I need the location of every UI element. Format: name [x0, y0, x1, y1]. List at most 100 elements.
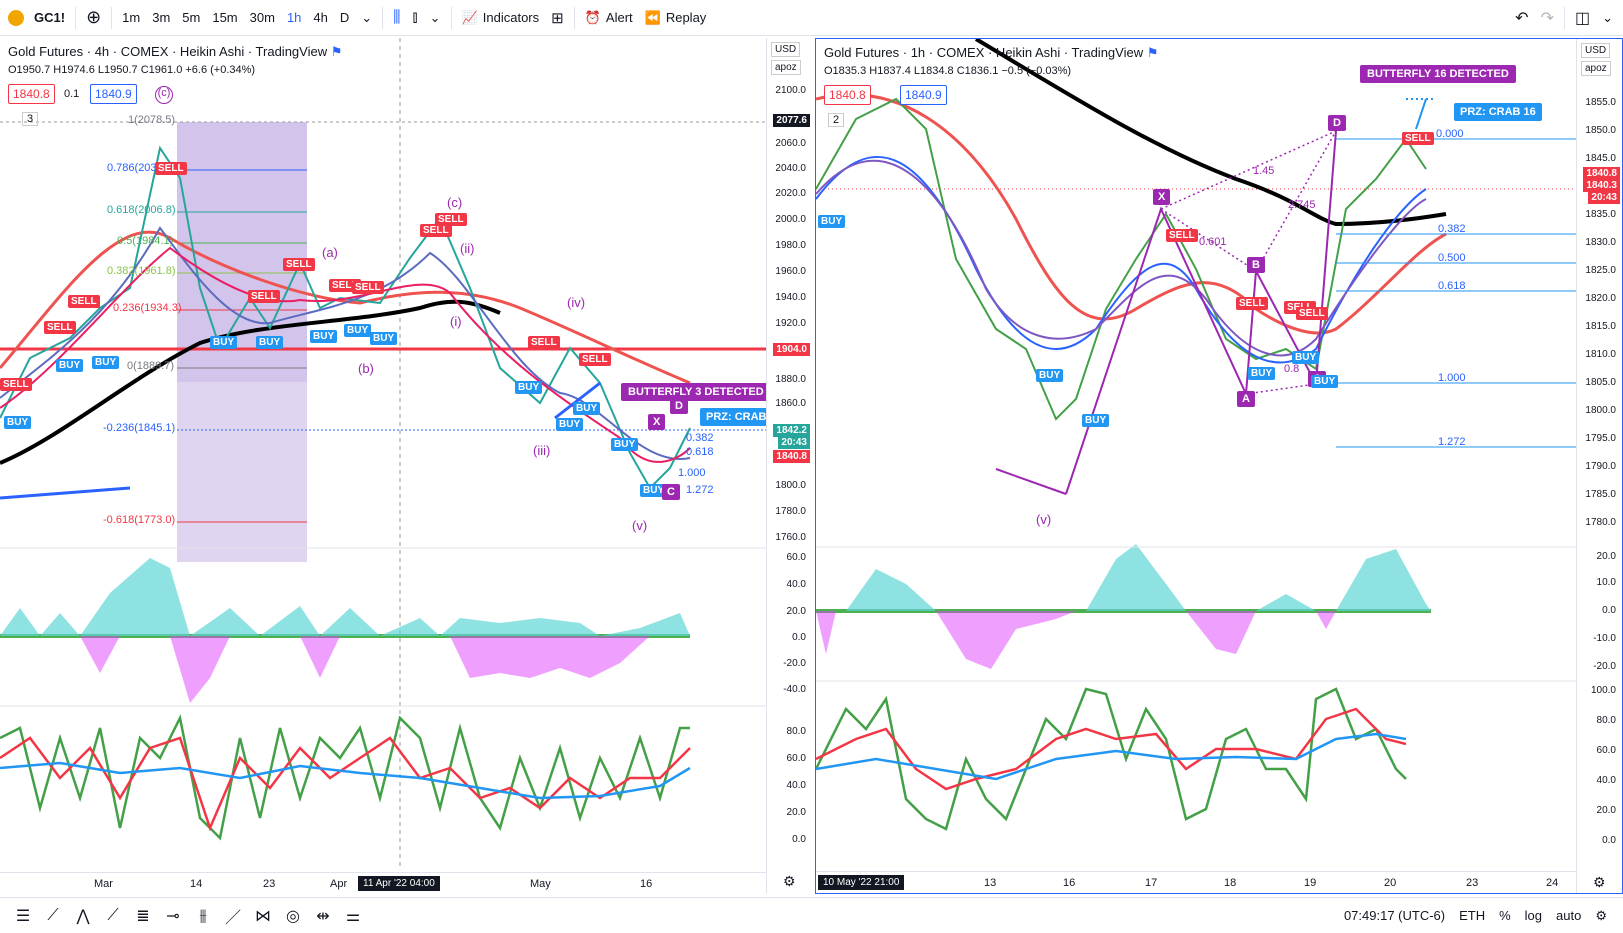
osc2-tick: 80.0	[1596, 715, 1616, 726]
right-price-axis[interactable]: USD apoz 1855.0 1850.0 1845.0 1835.0 183…	[1576, 39, 1622, 893]
sliders-icon[interactable]: ⚌	[345, 907, 361, 925]
second-price-tag: 1840.3	[1583, 179, 1620, 192]
replay-button[interactable]: ⏪ Replay	[639, 5, 713, 31]
left-chart-canvas[interactable]	[0, 38, 766, 872]
price-tick: 1785.0	[1585, 489, 1616, 500]
left-chart-panel[interactable]: Gold Futures · 4h · COMEX · Heikin Ashi …	[0, 38, 812, 894]
right-layers-count[interactable]: 2	[828, 113, 845, 127]
pattern-detected-badge[interactable]: BUTTERFLY 16 DETECTED	[1360, 65, 1516, 83]
small-fib-label: 1.272	[686, 484, 714, 496]
buy-signal: BUY	[1311, 375, 1339, 388]
divider	[450, 6, 452, 29]
settings-gear-icon[interactable]: ⚙	[1595, 907, 1607, 923]
sell-signal: SELL	[68, 295, 100, 308]
timeframe-1h[interactable]: 1h	[286, 10, 302, 25]
timeframe-15m[interactable]: 15m	[212, 10, 238, 25]
price-tick: 1850.0	[1585, 125, 1616, 136]
alert-button[interactable]: ⏰ Alert	[579, 5, 639, 31]
candle-style-icon[interactable]: ⫾	[412, 8, 418, 26]
compare-plus-icon[interactable]: ⊕	[86, 7, 102, 27]
currency-selector[interactable]: USD	[1581, 43, 1611, 58]
harmonic-pattern-left-leg	[995, 468, 1067, 495]
symbol-search-button[interactable]: GC1!	[34, 10, 66, 25]
templates-grid-icon[interactable]: ⊞	[551, 9, 564, 27]
drawing-toolbar: ☰ ⟋ ⋀ ⟋ ≣ ⊸ ⫵ ／ ⋈ ◎ ⇹ ⚌ 07:49:17 (UTC-6)…	[0, 897, 1623, 933]
time-tick: 20	[1384, 877, 1397, 889]
left-ohlc: O1950.7 H1974.6 L1950.7 C1961.0 +6.6 (+0…	[8, 64, 256, 76]
prz-badge[interactable]: PRZ: CRAB 3	[700, 408, 782, 426]
timeframe-5m[interactable]: 5m	[182, 10, 201, 25]
trend-angle-icon[interactable]: ⟋	[107, 906, 119, 924]
left-bid-box[interactable]: 1840.8	[8, 84, 55, 104]
trend-line-icon[interactable]: ／	[224, 909, 241, 927]
fib-channel-icon[interactable]: ≣	[136, 907, 150, 925]
elliott-wave-icon[interactable]: ⋀	[76, 907, 90, 925]
layout-icon[interactable]: ◫	[1574, 9, 1591, 27]
scale-mode-selector[interactable]: apoz	[1581, 61, 1611, 76]
right-bid-box[interactable]: 1840.8	[824, 85, 871, 105]
redo-icon[interactable]: ↷	[1540, 9, 1554, 27]
sell-signal: SELL	[1402, 132, 1434, 145]
pattern-detected-badge[interactable]: BUTTERFLY 3 DETECTED	[621, 383, 771, 401]
chart-settings-gear-icon[interactable]: ⚙	[1593, 874, 1606, 890]
timeframe-4h[interactable]: 4h	[313, 10, 328, 25]
time-tick: 16	[640, 878, 653, 890]
wave-label: (b)	[358, 361, 374, 376]
right-time-axis[interactable]: 13 16 17 18 19 20 23 24 10 May '22 21:00	[816, 871, 1576, 893]
chart-type-dropdown-icon[interactable]: ⌄	[429, 9, 441, 25]
time-tick: 16	[1063, 877, 1076, 889]
chart-settings-gear-icon[interactable]: ⚙	[783, 873, 796, 889]
osc1-tick: -10.0	[1593, 633, 1616, 644]
timeframe-30m[interactable]: 30m	[249, 10, 275, 25]
timeframe-1m[interactable]: 1m	[122, 10, 141, 25]
timeframe-d[interactable]: D	[339, 10, 350, 25]
price-tick: 1940.0	[775, 292, 806, 303]
right-ask-box[interactable]: 1840.9	[900, 85, 947, 105]
log-toggle[interactable]: log	[1524, 908, 1543, 923]
osc1-positive-histogram	[0, 558, 690, 636]
buy-signal: BUY	[344, 324, 372, 337]
horizontal-ray-icon[interactable]: ⊸	[166, 907, 180, 925]
timeframe-3m[interactable]: 3m	[152, 10, 171, 25]
bid-price-tag: 1840.8	[773, 450, 810, 463]
left-ask-box[interactable]: 1840.9	[90, 84, 137, 104]
price-tick: 1780.0	[1585, 517, 1616, 528]
osc1-tick: -20.0	[1593, 661, 1616, 672]
black-moving-average	[0, 299, 501, 465]
price-tick: 1860.0	[775, 398, 806, 409]
undo-icon[interactable]: ↶	[1515, 9, 1529, 27]
status-area: 07:49:17 (UTC-6) ETH % log auto ⚙	[1344, 908, 1623, 924]
abcd-pattern-icon[interactable]: ⟋	[47, 906, 59, 924]
bar-style-icon[interactable]: ⫼	[393, 8, 401, 26]
osc2-tick: 0.0	[792, 834, 806, 845]
left-time-axis[interactable]: Mar 14 23 Apr May 16 11 Apr '22 04:00	[0, 872, 766, 894]
price-tick: 1960.0	[775, 266, 806, 277]
layout-dropdown-icon[interactable]: ⌄	[1602, 9, 1613, 25]
right-chart-canvas[interactable]	[816, 39, 1576, 873]
left-layers-count[interactable]: 3	[22, 112, 39, 126]
small-fib-label: 0.618	[686, 446, 714, 458]
osc1-tick: 0.0	[792, 632, 806, 643]
last-price-tag: 1840.8	[1583, 167, 1620, 180]
buy-signal: BUY	[310, 330, 338, 343]
pitchfork-icon[interactable]: ⫵	[199, 906, 207, 924]
price-range-icon[interactable]: ⇹	[316, 907, 330, 925]
right-chart-panel[interactable]: Gold Futures · 1h · COMEX · Heikin Ashi …	[815, 38, 1623, 894]
session-toggle[interactable]: ETH	[1459, 908, 1486, 923]
menu-lines-icon[interactable]: ☰	[15, 907, 31, 925]
auto-toggle[interactable]: auto	[1556, 908, 1582, 923]
percent-toggle[interactable]: %	[1499, 908, 1511, 923]
time-tick: 19	[1304, 877, 1317, 889]
blue-trendline	[0, 486, 131, 500]
spiral-icon[interactable]: ◎	[286, 907, 300, 925]
timeframe-dropdown-icon[interactable]: ⌄	[361, 9, 373, 25]
divider	[573, 6, 575, 29]
left-price-axis[interactable]: USD apoz 2100.0 2060.0 2040.0 2020.0 200…	[766, 38, 812, 894]
indicators-button[interactable]: 📈 Indicators	[456, 5, 546, 31]
prz-badge[interactable]: PRZ: CRAB 16	[1454, 103, 1542, 121]
buy-signal: BUY	[56, 359, 84, 372]
scale-mode-selector[interactable]: apoz	[771, 60, 801, 75]
clock-time[interactable]: 07:49:17 (UTC-6)	[1343, 908, 1446, 923]
currency-selector[interactable]: USD	[771, 42, 801, 57]
xabcd-pattern-icon[interactable]: ⋈	[255, 907, 271, 925]
